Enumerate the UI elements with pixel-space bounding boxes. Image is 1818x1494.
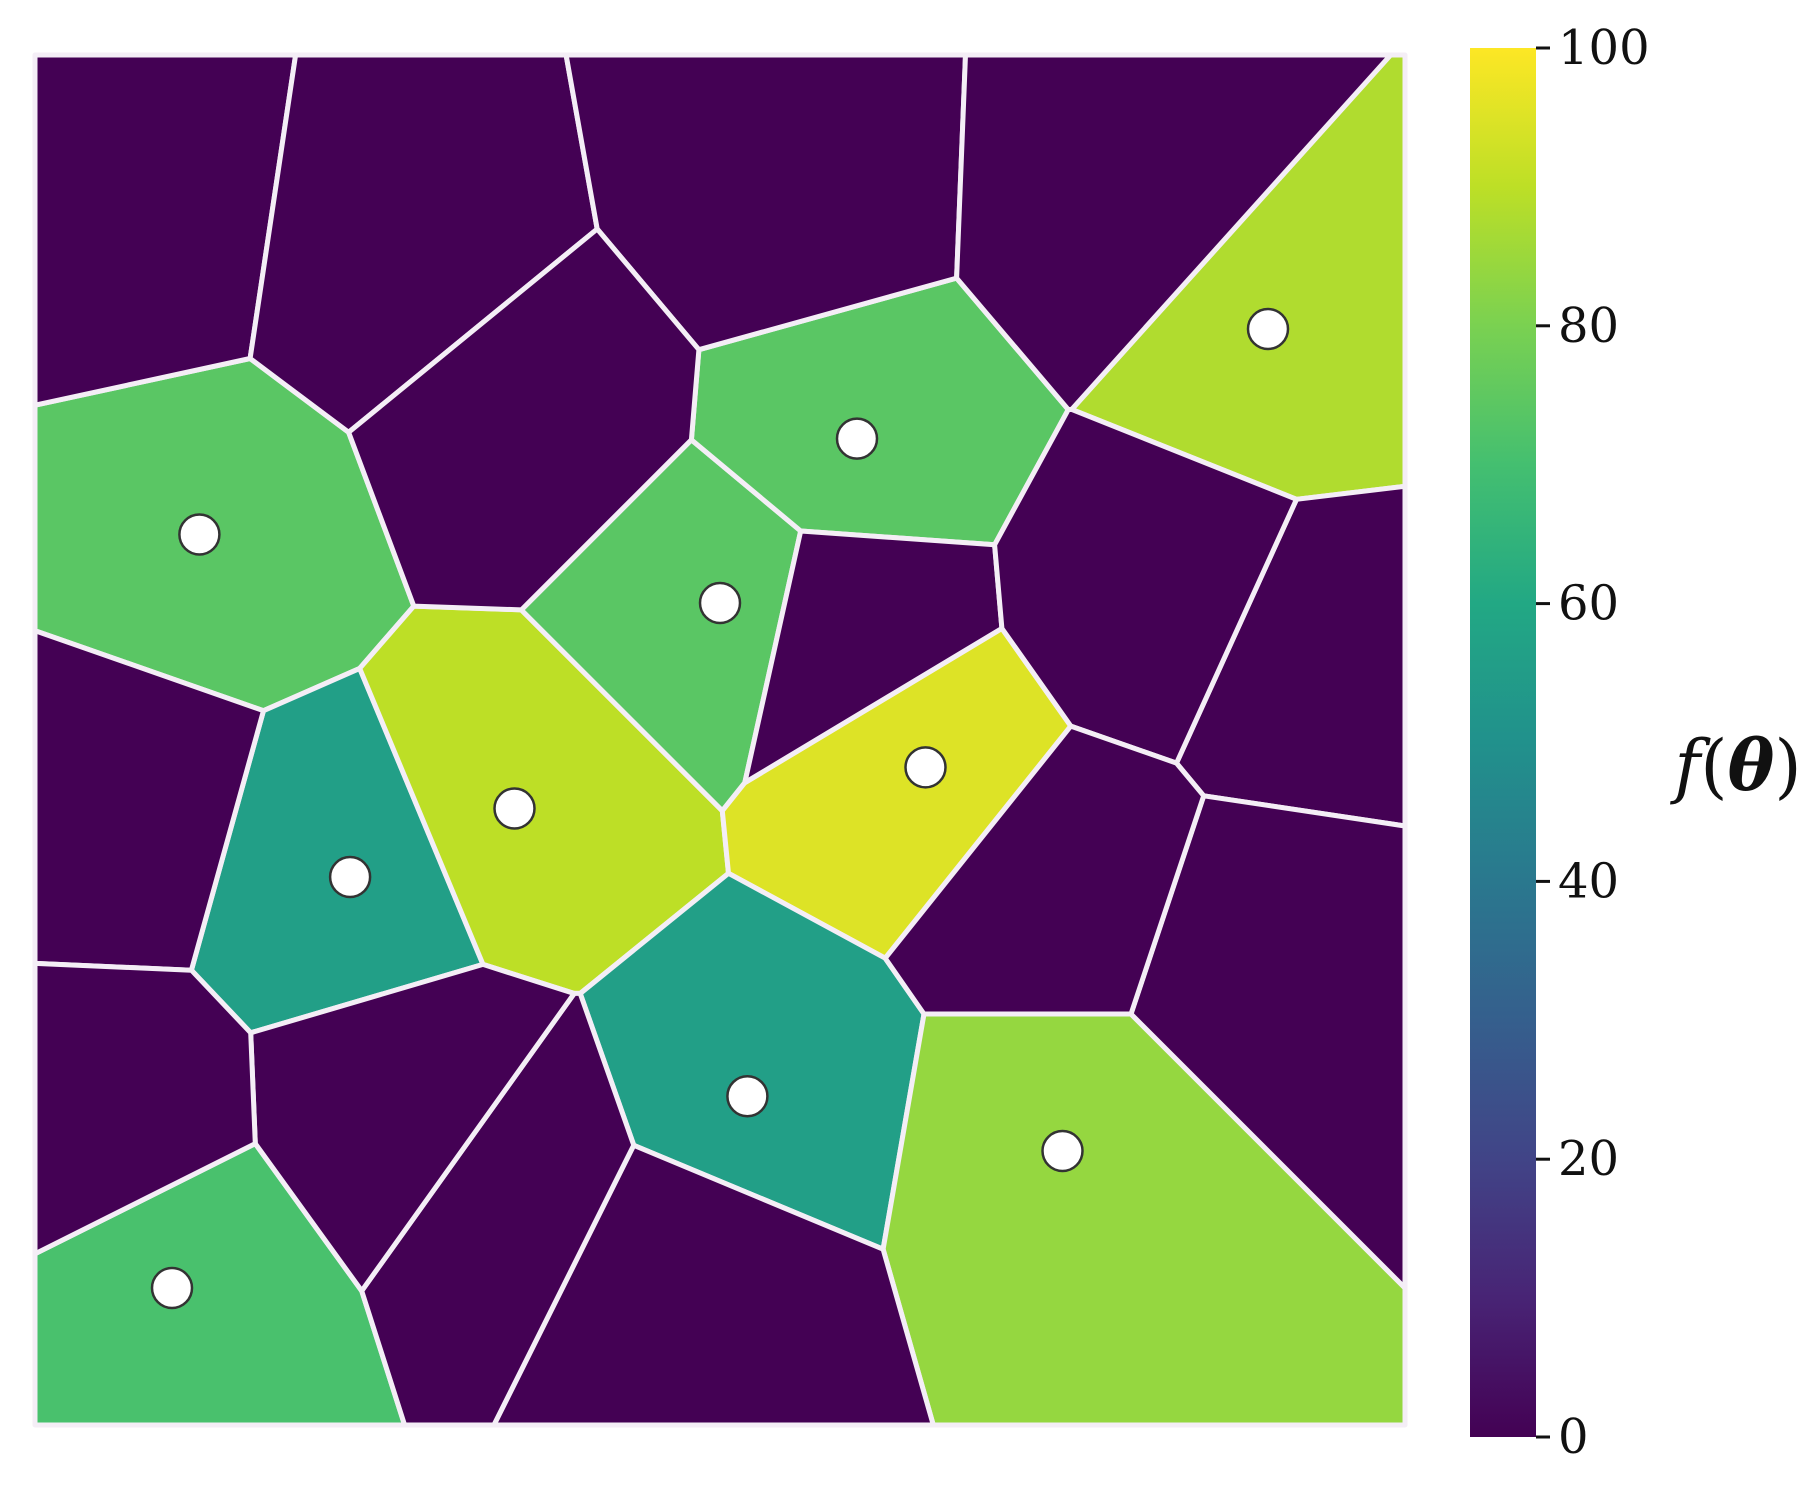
sample-point [904, 746, 947, 789]
colorbar-label-close: ) [1774, 725, 1801, 807]
colorbar-gradient [1470, 48, 1536, 1437]
voronoi-cell [346, 226, 702, 613]
voronoi-cells [32, 52, 1408, 1428]
colorbar-tick-label: 100 [1558, 20, 1650, 76]
voronoi-plot-area [32, 52, 1408, 1428]
sample-point [1246, 307, 1290, 351]
colorbar-ticks: 0 20 40 60 80 100 [1536, 20, 1650, 1465]
colorbar-label-var: θ [1728, 724, 1775, 807]
colorbar-tick-label: 80 [1558, 298, 1619, 354]
colorbar-label-open: ( [1700, 725, 1727, 807]
sample-point [726, 1074, 769, 1118]
sample-point [150, 1266, 194, 1310]
colorbar-tick-label: 0 [1558, 1409, 1589, 1465]
colorbar-tick-label: 20 [1558, 1131, 1619, 1187]
sample-point [1041, 1129, 1084, 1173]
voronoi-cell [882, 723, 1207, 1017]
colorbar-tick-label: 60 [1558, 576, 1619, 632]
voronoi-cell [491, 1142, 936, 1428]
voronoi-cell [32, 960, 258, 1257]
sample-points [150, 307, 1290, 1310]
colorbar-tick-label: 40 [1558, 853, 1619, 909]
sample-point [328, 855, 372, 899]
sample-point [698, 581, 742, 625]
sample-point [493, 787, 536, 830]
voronoi-cell [954, 52, 1394, 413]
colorbar: 0 20 40 60 80 100 f(θ) [1470, 20, 1802, 1465]
colorbar-label: f(θ) [1669, 724, 1801, 807]
sample-point [178, 513, 221, 556]
sample-point [835, 417, 879, 460]
